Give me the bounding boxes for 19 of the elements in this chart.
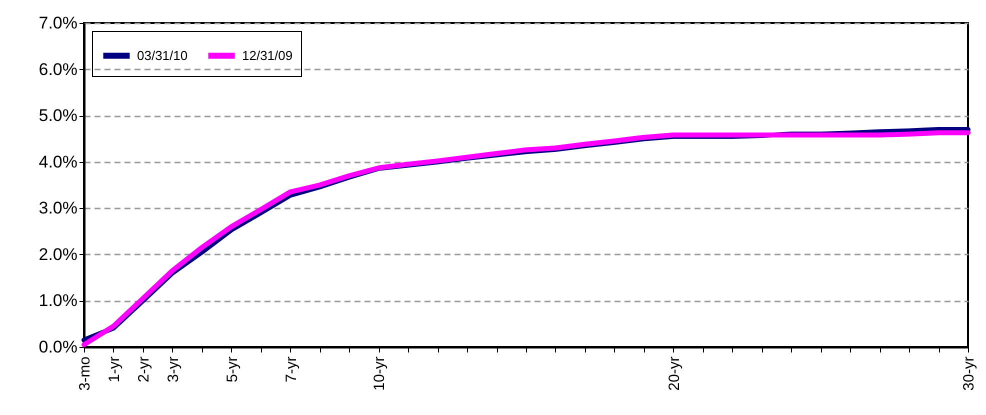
x-tick-label: 3-yr — [164, 356, 182, 382]
y-tick-label: 1.0% — [38, 291, 78, 310]
x-tick-label: 7-yr — [282, 356, 300, 382]
legend-label: 03/31/10 — [137, 48, 188, 63]
y-tick-label: 2.0% — [38, 244, 78, 264]
y-tick-label: 5.0% — [38, 106, 78, 126]
x-tick-label: 5-yr — [224, 356, 241, 382]
x-tick-label: 30-yr — [960, 356, 978, 391]
legend-label: 12/31/09 — [242, 48, 293, 63]
x-tick-label: 10-yr — [371, 356, 388, 391]
x-tick-label: 20-yr — [666, 356, 683, 391]
y-tick-label: 6.0% — [38, 60, 78, 79]
x-tick-label: 3-mo — [76, 356, 94, 391]
y-tick-label: 0.0% — [38, 338, 78, 356]
y-tick-label: 3.0% — [38, 198, 78, 218]
x-tick-label: 2-yr — [135, 356, 152, 382]
y-tick-label: 4.0% — [38, 152, 78, 172]
y-tick-label: 7.0% — [38, 14, 78, 32]
x-tick-label: 1-yr — [106, 356, 123, 382]
